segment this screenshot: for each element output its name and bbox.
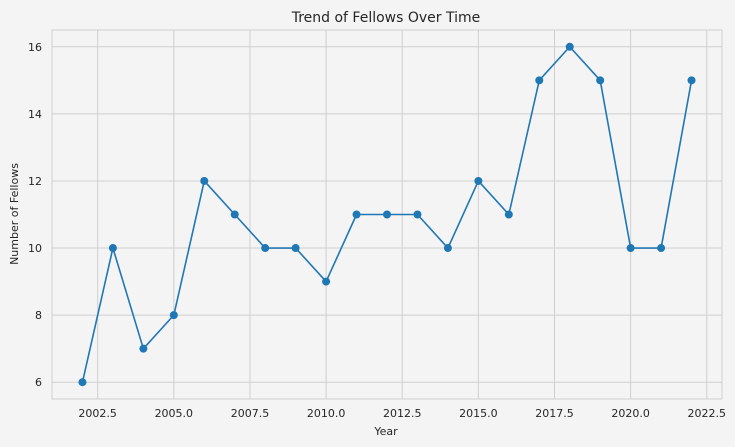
data-point bbox=[687, 76, 696, 85]
x-axis-ticks: 2002.5 2005.0 2007.5 2010.0 2012.5 2015.0 2017… bbox=[78, 407, 726, 420]
y-tick-label: 14 bbox=[28, 108, 42, 121]
x-tick-label: 2017.5 bbox=[535, 407, 574, 420]
data-point bbox=[474, 176, 483, 185]
data-point bbox=[443, 244, 452, 253]
data-point bbox=[200, 176, 209, 185]
data-point bbox=[230, 210, 239, 219]
grid-lines bbox=[52, 30, 722, 399]
x-tick-label: 2022.5 bbox=[688, 407, 727, 420]
y-tick-label: 16 bbox=[28, 41, 42, 54]
x-tick-label: 2005.0 bbox=[155, 407, 194, 420]
data-point bbox=[352, 210, 361, 219]
x-tick-label: 2015.0 bbox=[459, 407, 498, 420]
data-point bbox=[261, 244, 270, 253]
x-axis-label: Year bbox=[373, 425, 398, 438]
data-point bbox=[291, 244, 300, 253]
y-axis-label: Number of Fellows bbox=[8, 163, 21, 265]
data-point bbox=[596, 76, 605, 85]
data-point bbox=[413, 210, 422, 219]
data-point bbox=[169, 311, 178, 320]
data-point bbox=[626, 244, 635, 253]
series-layer bbox=[78, 42, 696, 387]
x-tick-label: 2002.5 bbox=[78, 407, 117, 420]
data-point bbox=[108, 244, 117, 253]
x-tick-label: 2012.5 bbox=[383, 407, 422, 420]
y-tick-label: 6 bbox=[35, 376, 42, 389]
y-axis-ticks: 6 8 10 12 14 16 bbox=[28, 41, 42, 389]
data-point bbox=[139, 344, 148, 353]
x-tick-label: 2010.0 bbox=[307, 407, 346, 420]
data-point bbox=[535, 76, 544, 85]
data-point bbox=[504, 210, 513, 219]
plot-frame bbox=[51, 29, 723, 400]
data-point bbox=[322, 277, 331, 286]
y-tick-label: 8 bbox=[35, 309, 42, 322]
y-tick-label: 12 bbox=[28, 175, 42, 188]
data-point bbox=[657, 244, 666, 253]
data-point bbox=[383, 210, 391, 219]
x-tick-label: 2020.0 bbox=[611, 407, 650, 420]
data-point bbox=[78, 378, 87, 387]
x-tick-label: 2007.5 bbox=[231, 407, 270, 420]
chart-title: Trend of Fellows Over Time bbox=[291, 10, 481, 26]
data-point bbox=[565, 42, 574, 51]
y-tick-label: 10 bbox=[28, 242, 42, 255]
